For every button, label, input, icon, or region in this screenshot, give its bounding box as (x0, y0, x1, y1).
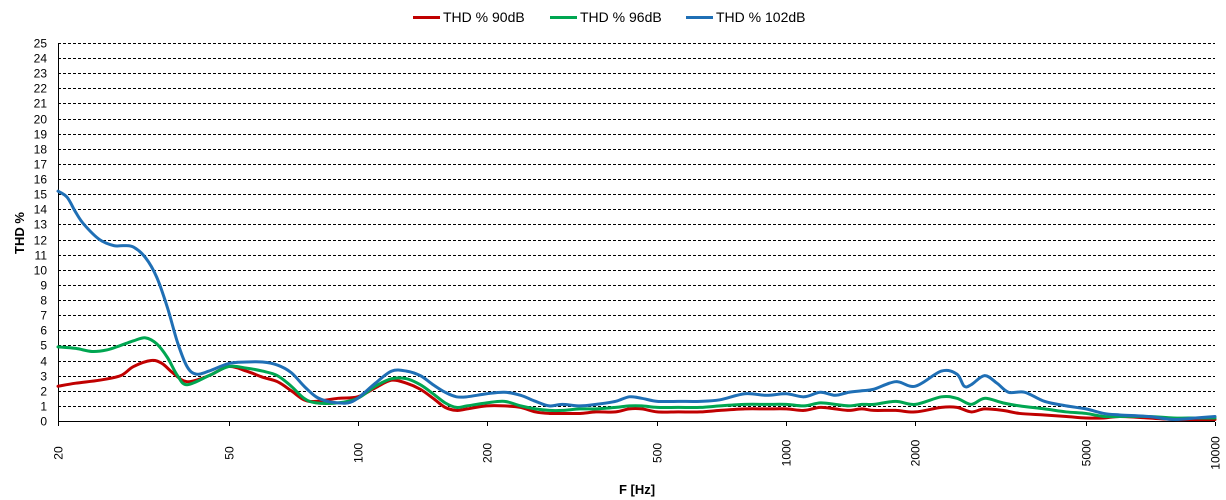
y-tick-label: 18 (34, 143, 48, 157)
y-axis-label: THD % (12, 212, 27, 254)
y-tick-label: 14 (34, 203, 48, 217)
y-tick-label: 15 (34, 188, 48, 202)
y-tick-label: 10 (34, 264, 48, 278)
y-tick-label: 8 (40, 294, 47, 308)
y-tick-label: 11 (35, 249, 48, 263)
y-tick-label: 2 (40, 385, 47, 399)
y-tick-labels: 0123456789101112131415161718192021222324… (34, 37, 48, 429)
y-tick-label: 19 (34, 128, 48, 142)
y-tick-label: 23 (34, 67, 48, 81)
x-tick-label: 2000 (909, 439, 923, 466)
x-tick-label: 1000 (780, 439, 794, 466)
y-tick-label: 21 (34, 97, 48, 111)
series-lines (56, 189, 1217, 422)
y-tick-label: 6 (40, 324, 47, 338)
y-tick-label: 9 (40, 279, 47, 293)
legend-label-2: THD % 102dB (716, 9, 805, 25)
y-tick-label: 22 (34, 82, 48, 96)
series-line-1 (56, 336, 1217, 420)
y-tick-label: 24 (34, 52, 48, 66)
y-tick-label: 1 (40, 400, 47, 414)
x-tick-label: 100 (352, 443, 366, 463)
x-tick-label: 200 (481, 443, 495, 463)
y-tick-label: 20 (34, 113, 48, 127)
y-tick-label: 13 (34, 218, 48, 232)
y-tick-label: 12 (34, 234, 48, 248)
y-tick-label: 7 (40, 309, 47, 323)
legend-label-1: THD % 96dB (580, 9, 662, 25)
y-tick-label: 25 (34, 37, 48, 51)
y-tick-label: 0 (40, 415, 47, 429)
series-line-0 (56, 358, 1217, 422)
x-tick-label: 10000 (1209, 436, 1223, 470)
y-tick-label: 5 (40, 339, 47, 353)
y-tick-label: 16 (34, 173, 48, 187)
x-axis-label: F [Hz] (619, 482, 655, 497)
x-tick-label: 500 (651, 443, 665, 463)
x-tick-label: 20 (52, 446, 66, 460)
x-tick-label: 50 (223, 446, 237, 460)
y-tick-label: 4 (40, 355, 47, 369)
y-tick-label: 17 (34, 158, 48, 172)
y-tick-label: 3 (40, 370, 47, 384)
x-tick-labels: 20 50 100 200 500 1000 2000 5000 10000 (52, 436, 1223, 470)
legend: THD % 90dB THD % 96dB THD % 102dB (413, 9, 805, 25)
legend-label-0: THD % 90dB (443, 9, 525, 25)
x-tick-label: 5000 (1080, 439, 1094, 466)
series-line-2 (56, 189, 1217, 422)
